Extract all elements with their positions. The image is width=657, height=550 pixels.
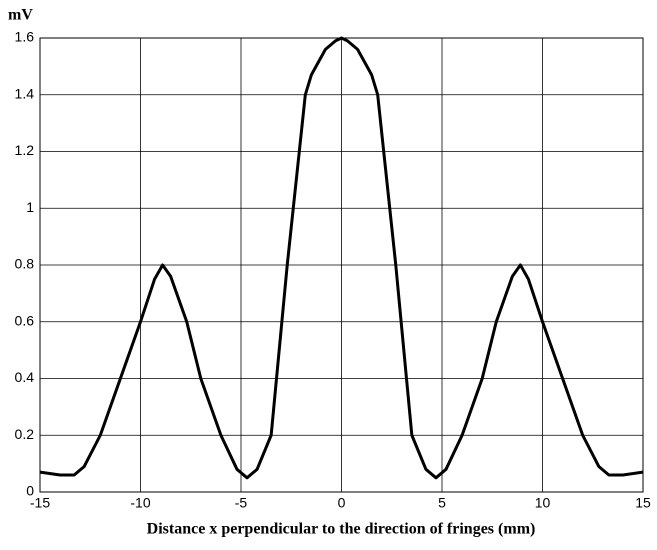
x-tick-label: -5 [235, 495, 248, 511]
y-axis-label: mV [8, 7, 33, 24]
x-tick-label: 10 [535, 495, 551, 511]
x-tick-label: -15 [30, 495, 50, 511]
y-tick-label: 0 [26, 483, 34, 499]
y-tick-label: 0.6 [15, 312, 35, 328]
y-tick-label: 1.4 [15, 85, 35, 101]
x-tick-label: 0 [338, 495, 346, 511]
y-tick-label: 1 [26, 199, 34, 215]
y-tick-label: 0.2 [15, 426, 35, 442]
x-tick-label: -10 [130, 495, 150, 511]
x-axis-label: Distance x perpendicular to the directio… [147, 521, 536, 538]
y-tick-label: 1.2 [15, 142, 35, 158]
x-tick-label: 15 [635, 495, 651, 511]
data-line [39, 36, 644, 480]
x-tick-label: 5 [438, 495, 446, 511]
y-tick-label: 1.6 [15, 29, 35, 45]
y-tick-label: 0.4 [15, 369, 35, 385]
y-tick-label: 0.8 [15, 256, 35, 272]
